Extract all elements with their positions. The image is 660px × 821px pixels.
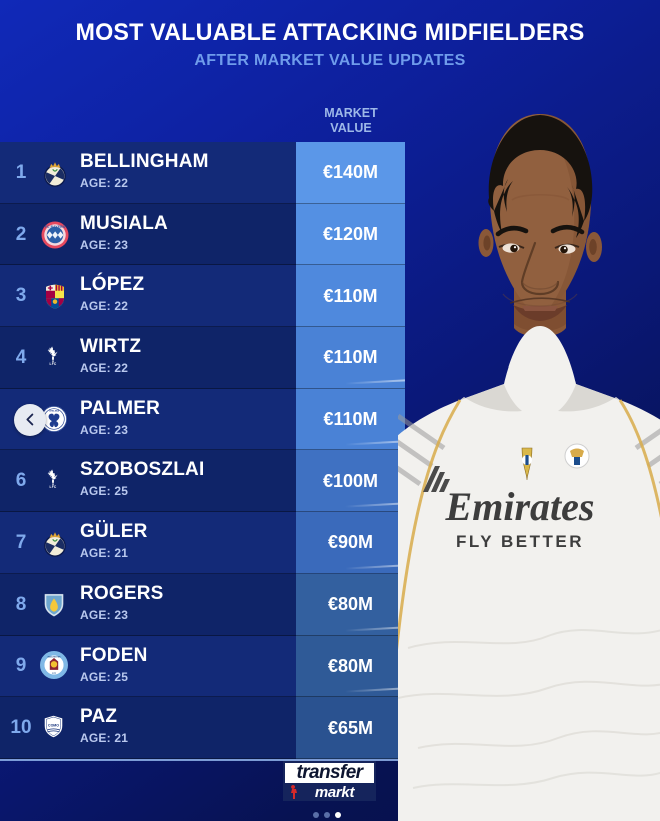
- svg-text:Emirates: Emirates: [445, 484, 595, 529]
- svg-text:LFC: LFC: [50, 485, 57, 489]
- svg-text:FC BAYERN: FC BAYERN: [45, 225, 66, 229]
- svg-text:LFC: LFC: [50, 362, 57, 366]
- svg-text:MANCHESTER: MANCHESTER: [48, 656, 61, 659]
- svg-text:FLY BETTER: FLY BETTER: [456, 532, 584, 551]
- svg-text:COMO: COMO: [48, 724, 59, 728]
- svg-text:CHELSEA: CHELSEA: [49, 409, 59, 412]
